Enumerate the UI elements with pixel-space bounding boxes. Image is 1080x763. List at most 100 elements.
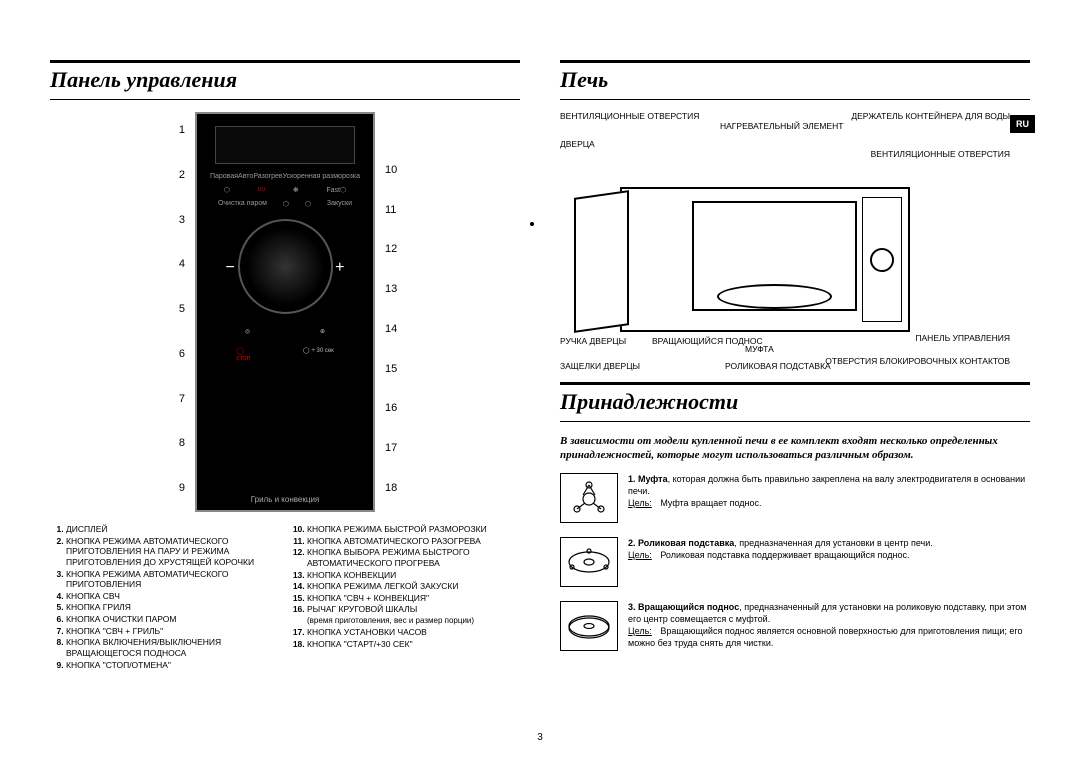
mode-icon: Очистка паром xyxy=(218,200,267,208)
purpose-label: Цель: xyxy=(628,549,652,561)
page-number: 3 xyxy=(537,732,543,743)
panel-row-5: ◯стоп ◯ + 30 сек xyxy=(210,347,360,362)
purpose-label: Цель: xyxy=(628,497,652,509)
oven-label-lock: ОТВЕРСТИЯ БЛОКИРОВОЧНЫХ КОНТАКТОВ xyxy=(825,357,1010,366)
stop-icon: ◯стоп xyxy=(236,347,250,362)
callout-num: 18 xyxy=(385,482,403,494)
legend-item: КНОПКА КОНВЕКЦИИ xyxy=(307,570,520,581)
purpose-label: Цель: xyxy=(628,625,652,637)
mode-icon: ⬡ xyxy=(305,200,311,208)
callout-num: 14 xyxy=(385,323,403,335)
right-column: Печь ВЕНТИЛЯЦИОННЫЕ ОТВЕРСТИЯ ДВЕРЦА НАГ… xyxy=(560,60,1030,733)
oven-label-coupler: МУФТА xyxy=(745,345,774,354)
callout-num: 4 xyxy=(167,258,185,270)
accessory-item: 1. Муфта, которая должна быть правильно … xyxy=(560,473,1030,523)
page: Панель управления 1 2 3 4 5 6 7 8 9 Паро… xyxy=(50,60,1030,733)
oven-control-panel xyxy=(862,197,902,322)
legend-item: КНОПКА ВКЛЮЧЕНИЯ/ВЫКЛЮЧЕНИЯ ВРАЩАЮЩЕГОСЯ… xyxy=(66,637,279,658)
oven-body xyxy=(620,187,910,332)
start-label: + 30 сек xyxy=(311,348,333,354)
legend-item: РЫЧАГ КРУГОВОЙ ШКАЛЫ(время приготовления… xyxy=(307,604,520,626)
acc-purpose: Вращающийся поднос является основной пов… xyxy=(628,626,1023,648)
legend-item: КНОПКА РЕЖИМА АВТОМАТИЧЕСКОГО ПРИГОТОВЛЕ… xyxy=(66,569,279,590)
callout-num: 1 xyxy=(167,124,185,136)
callout-num: 12 xyxy=(385,243,403,255)
acc-num: 2. xyxy=(628,538,636,548)
bullet-icon xyxy=(530,222,534,226)
callout-num: 16 xyxy=(385,402,403,414)
mode-icon: Закуски xyxy=(327,200,352,208)
accessory-text: 1. Муфта, которая должна быть правильно … xyxy=(628,473,1030,523)
oven-label-handle: РУЧКА ДВЕРЦЫ xyxy=(560,337,626,346)
mode-icon: Авто xyxy=(238,173,253,180)
accessory-text: 3. Вращающийся поднос, предназначенный д… xyxy=(628,601,1030,651)
mode-icon: Паровая xyxy=(210,173,238,180)
control-panel-diagram: 1 2 3 4 5 6 7 8 9 Паровая Авто Разогрев … xyxy=(50,112,520,512)
acc-name: Вращающийся поднос xyxy=(638,602,739,612)
callout-num: 3 xyxy=(167,214,185,226)
callout-num: 2 xyxy=(167,169,185,181)
accessory-item: 3. Вращающийся поднос, предназначенный д… xyxy=(560,601,1030,651)
acc-desc: , которая должна быть правильно закрепле… xyxy=(628,474,1025,496)
oven-label-holder: ДЕРЖАТЕЛЬ КОНТЕЙНЕРА ДЛЯ ВОДЫ xyxy=(851,112,1010,121)
acc-purpose: Муфта вращает поднос. xyxy=(660,498,761,508)
oven-door xyxy=(574,190,629,333)
section-title-oven: Печь xyxy=(560,60,1030,100)
mode-icon: Ускоренная разморозка xyxy=(283,173,360,180)
legend-item: КНОПКА АВТОМАТИЧЕСКОГО РАЗОГРЕВА xyxy=(307,536,520,547)
callout-numbers-right: . 10 11 12 13 14 15 16 17 18 xyxy=(385,112,403,512)
legend-item: КНОПКА РЕЖИМА БЫСТРОЙ РАЗМОРОЗКИ xyxy=(307,524,520,535)
section-title-acc: Принадлежности xyxy=(560,382,1030,422)
mode-icon: ʋʋ xyxy=(258,186,266,194)
callout-num: 6 xyxy=(167,348,185,360)
panel-row-4: ◎ ⊕ xyxy=(210,328,360,335)
oven-label-door: ДВЕРЦА xyxy=(560,140,595,149)
oven-label-vent2: ВЕНТИЛЯЦИОННЫЕ ОТВЕРСТИЯ xyxy=(871,150,1010,159)
accessory-text: 2. Роликовая подставка, предназначенная … xyxy=(628,537,1030,587)
panel-row-2: ⬡ ʋʋ ❋ Fast⬡ xyxy=(210,186,360,194)
accessory-figure-roller xyxy=(560,537,618,587)
legend-col-2: КНОПКА РЕЖИМА БЫСТРОЙ РАЗМОРОЗКИ КНОПКА … xyxy=(291,524,520,671)
mode-icon: ◎ xyxy=(245,328,250,335)
oven-label-panel: ПАНЕЛЬ УПРАВЛЕНИЯ xyxy=(915,334,1010,343)
oven-label-latch: ЗАЩЕЛКИ ДВЕРЦЫ xyxy=(560,362,640,371)
legend-item: КНОПКА ВЫБОРА РЕЖИМА БЫСТРОГО АВТОМАТИЧЕ… xyxy=(307,547,520,568)
acc-num: 1. xyxy=(628,474,636,484)
acc-name: Роликовая подставка xyxy=(638,538,734,548)
callout-num: 17 xyxy=(385,442,403,454)
acc-name: Муфта xyxy=(638,474,668,484)
accessories-list: 1. Муфта, которая должна быть правильно … xyxy=(560,473,1030,651)
legend: ДИСПЛЕЙ КНОПКА РЕЖИМА АВТОМАТИЧЕСКОГО ПР… xyxy=(50,524,520,671)
legend-item: КНОПКА УСТАНОВКИ ЧАСОВ xyxy=(307,627,520,638)
mode-icon: ❋ xyxy=(293,186,299,194)
acc-purpose: Роликовая подставка поддерживает вращающ… xyxy=(660,550,909,560)
callout-num: 9 xyxy=(167,482,185,494)
legend-col-1: ДИСПЛЕЙ КНОПКА РЕЖИМА АВТОМАТИЧЕСКОГО ПР… xyxy=(50,524,279,671)
panel-bottom-label: Гриль и конвекция xyxy=(251,495,320,510)
oven-diagram: ВЕНТИЛЯЦИОННЫЕ ОТВЕРСТИЯ ДВЕРЦА НАГРЕВАТ… xyxy=(560,112,1030,382)
accessory-figure-coupler xyxy=(560,473,618,523)
stop-label: стоп xyxy=(236,355,250,362)
mode-icon: ⬡ xyxy=(283,200,289,208)
callout-num: 15 xyxy=(385,363,403,375)
callout-num: 10 xyxy=(385,164,403,176)
panel-dial xyxy=(238,219,333,314)
callout-num: 5 xyxy=(167,303,185,315)
oven-knob xyxy=(870,248,894,272)
legend-item: КНОПКА ОЧИСТКИ ПАРОМ xyxy=(66,614,279,625)
legend-item: КНОПКА "СВЧ + ГРИЛЬ" xyxy=(66,626,279,637)
panel-display xyxy=(215,126,355,164)
callout-num: 11 xyxy=(385,204,403,216)
legend-item: ДИСПЛЕЙ xyxy=(66,524,279,535)
legend-item: КНОПКА "СВЧ + КОНВЕКЦИЯ" xyxy=(307,593,520,604)
oven-turntable xyxy=(717,284,832,309)
mode-icon: Разогрев xyxy=(253,173,282,180)
section-title-panel: Панель управления xyxy=(50,60,520,100)
oven-label-heater: НАГРЕВАТЕЛЬНЫЙ ЭЛЕМЕНТ xyxy=(720,122,843,131)
legend-item: КНОПКА ГРИЛЯ xyxy=(66,602,279,613)
legend-item: КНОПКА РЕЖИМА АВТОМАТИЧЕСКОГО ПРИГОТОВЛЕ… xyxy=(66,536,279,568)
accessory-item: 2. Роликовая подставка, предназначенная … xyxy=(560,537,1030,587)
legend-note: (время приготовления, вес и размер порци… xyxy=(307,616,474,625)
mode-icon: ⬡ xyxy=(224,186,230,194)
mode-icon: Fast⬡ xyxy=(326,186,346,194)
